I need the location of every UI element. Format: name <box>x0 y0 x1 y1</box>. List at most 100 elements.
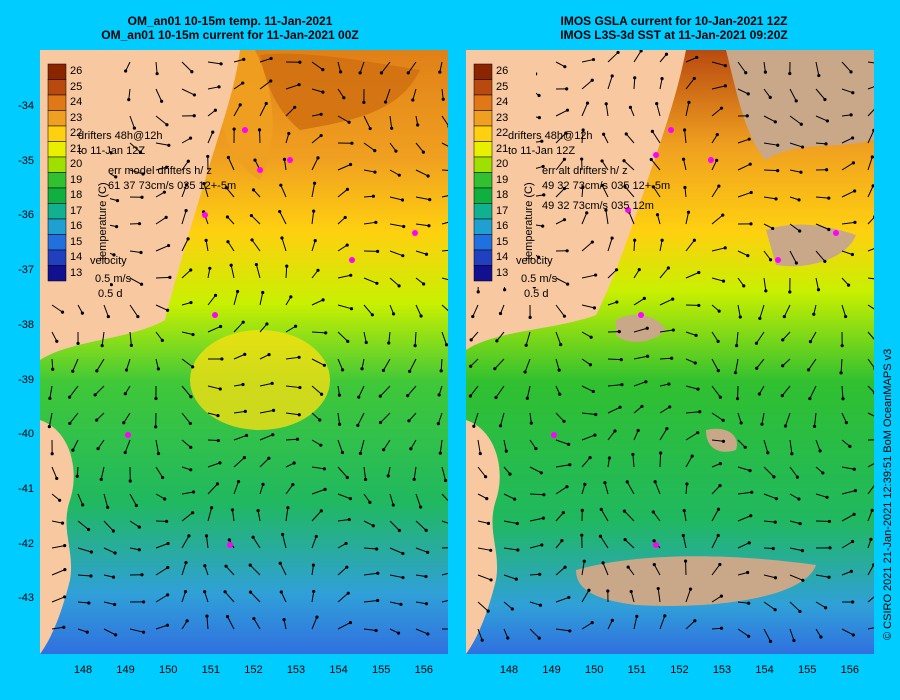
current-arrow <box>809 385 817 399</box>
current-arrow <box>841 88 853 94</box>
current-arrow-head <box>292 461 296 465</box>
current-arrow-head <box>242 456 247 460</box>
colorbar-tick-label: 24 <box>496 96 509 108</box>
current-arrow <box>581 102 588 117</box>
current-arrow <box>413 466 417 480</box>
current-arrow <box>529 573 540 576</box>
current-arrow-head <box>394 149 398 153</box>
current-arrow-head <box>324 331 328 335</box>
current-arrow-head <box>849 70 853 74</box>
current-arrow-head <box>618 405 622 409</box>
current-arrow-head <box>285 264 289 268</box>
current-arrow-head <box>600 159 604 163</box>
current-arrow-head <box>747 541 751 545</box>
current-arrow <box>737 61 747 74</box>
current-arrow-head <box>562 157 567 161</box>
longitude-tick-label: 154 <box>329 664 348 676</box>
current-arrow <box>685 432 698 441</box>
current-arrow <box>129 520 140 528</box>
current-arrow-head <box>750 490 754 494</box>
current-arrow-head <box>486 609 490 613</box>
current-arrow-head <box>468 394 473 398</box>
current-arrow-head <box>55 476 59 480</box>
current-arrow-head <box>439 369 443 373</box>
current-arrow-head <box>316 268 320 272</box>
left-velocity-duration: 0.5 d <box>98 288 123 300</box>
current-arrow <box>685 455 693 468</box>
right-current-arrows <box>468 50 874 643</box>
current-arrow-head <box>537 115 541 120</box>
current-arrow <box>51 596 65 603</box>
current-arrow-head <box>692 76 696 81</box>
current-arrow-head <box>382 448 386 452</box>
current-arrow <box>607 269 617 279</box>
current-arrow <box>441 572 448 576</box>
current-arrow-head <box>123 450 127 455</box>
current-arrow <box>711 358 719 371</box>
current-arrow-head <box>872 128 874 133</box>
current-arrow <box>685 56 697 63</box>
current-arrow-head <box>373 170 377 174</box>
current-arrow <box>711 185 720 198</box>
current-arrow <box>473 412 479 427</box>
colorbar-tick-label: 16 <box>496 220 509 232</box>
current-arrow-head <box>424 574 428 579</box>
current-arrow-head <box>378 394 382 398</box>
current-arrow-head <box>773 520 777 524</box>
colorbar-swatch <box>47 249 67 266</box>
current-arrow-head <box>278 561 282 565</box>
current-arrow-head <box>139 250 143 255</box>
current-arrow <box>359 439 365 454</box>
current-arrow-head <box>716 507 721 511</box>
current-arrow-head <box>850 539 855 544</box>
current-arrow-head <box>649 157 653 162</box>
current-arrow <box>555 596 569 603</box>
current-arrow-head <box>782 314 786 319</box>
current-arrow <box>207 412 219 417</box>
current-arrow <box>711 160 718 171</box>
current-arrow-head <box>349 273 353 277</box>
current-arrow-head <box>601 561 605 565</box>
current-arrow <box>181 535 190 549</box>
colorbar-swatch <box>473 125 493 142</box>
current-arrow <box>581 212 588 225</box>
current-arrow <box>251 239 261 252</box>
current-arrow-head <box>560 539 564 543</box>
current-arrow-head <box>581 128 585 132</box>
current-arrow <box>659 615 666 630</box>
current-arrow-head <box>747 137 751 141</box>
current-arrow <box>207 295 216 306</box>
current-arrow-head <box>345 243 349 247</box>
current-arrow <box>415 520 427 531</box>
current-arrow-head <box>780 394 784 398</box>
current-arrow <box>633 355 648 360</box>
current-arrow-head <box>768 95 772 100</box>
current-arrow-head <box>665 426 669 431</box>
current-arrow-head <box>128 479 132 483</box>
current-arrow <box>181 184 187 198</box>
current-arrow <box>283 159 287 171</box>
current-arrow <box>181 412 191 424</box>
current-arrow <box>311 240 316 252</box>
current-arrow <box>607 430 616 441</box>
current-arrow-head <box>746 254 750 258</box>
current-arrow <box>737 304 741 318</box>
current-arrow-head <box>86 527 91 532</box>
current-arrow-head <box>390 126 394 130</box>
current-arrow-head <box>869 537 873 541</box>
current-arrow-head <box>773 576 778 580</box>
current-arrow-head <box>215 482 220 486</box>
current-arrow <box>285 266 288 279</box>
current-arrow <box>388 331 391 344</box>
current-arrow <box>624 186 635 198</box>
current-arrow <box>581 484 586 495</box>
current-arrow-head <box>220 357 224 361</box>
current-arrow <box>227 216 235 225</box>
current-arrow <box>155 439 159 454</box>
current-arrow <box>259 323 268 333</box>
current-arrow <box>763 493 777 500</box>
current-arrow <box>311 358 325 366</box>
current-arrow <box>711 508 719 522</box>
current-arrow-head <box>362 100 366 104</box>
current-arrow <box>155 594 168 603</box>
